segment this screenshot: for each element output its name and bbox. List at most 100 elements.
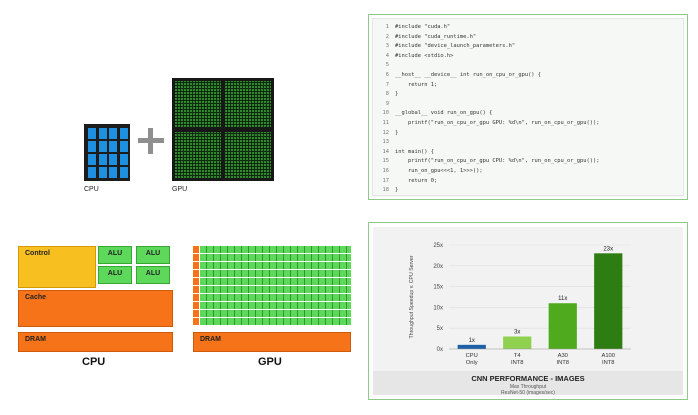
code-text: #include "cuda.h"	[395, 24, 451, 30]
cpu-core	[98, 128, 107, 139]
code-text: }	[395, 187, 399, 194]
alu-label: ALU	[107, 270, 123, 277]
x-tick-label: CPU	[466, 353, 478, 359]
plus-icon	[138, 128, 164, 154]
cpu-core	[119, 167, 128, 178]
code-line: 13	[373, 137, 395, 147]
cache-block: Cache	[18, 290, 173, 327]
dram-label: DRAM	[200, 336, 221, 343]
gpu-control-cache-cell	[193, 286, 199, 293]
y-tick-label: 15x	[433, 285, 443, 291]
y-tick-label: 25x	[433, 243, 443, 249]
code-text: return 0;	[395, 177, 438, 184]
code-line: 11 printf("run_on_cpu_or_gpu GPU: %d\n",…	[373, 118, 600, 128]
y-tick-label: 20x	[433, 264, 443, 270]
gpu-alu-cells	[200, 254, 351, 261]
cpu-architecture-label: CPU	[82, 356, 106, 368]
gpu-sm-row	[193, 318, 351, 325]
control-block: Control	[18, 246, 96, 288]
alu-block: ALU	[98, 266, 132, 284]
gpu-control-cache-cell	[193, 262, 199, 269]
code-text: printf("run_on_cpu_or_gpu GPU: %d\n", ru…	[395, 120, 600, 126]
cache-label: Cache	[25, 294, 47, 301]
code-text: printf("run_on_cpu_or_gpu CPU: %d\n", ru…	[395, 158, 600, 165]
gpu-quadrant	[225, 132, 271, 178]
code-text: }	[395, 91, 399, 98]
bar-value-label: 1x	[469, 338, 475, 344]
cpu-chip-label: CPU	[84, 186, 99, 193]
line-number: 1	[385, 24, 389, 30]
x-tick-label: INT8	[602, 360, 615, 366]
chart-subtitle: ResNet-50 (images/sec)	[501, 390, 555, 396]
gpu-sm-row	[193, 294, 351, 301]
cpu-core	[109, 128, 117, 139]
gpu-alu-cells	[200, 262, 351, 269]
gpu-control-cache-cell	[193, 270, 199, 277]
line-number: 14	[382, 148, 390, 155]
gpu-sm-row	[193, 302, 351, 309]
cpu-core	[119, 154, 128, 165]
gpu-sm-row	[193, 310, 351, 317]
code-text: __host__ __device__ int run_on_cpu_or_gp…	[395, 72, 542, 78]
chart-title: CNN PERFORMANCE - IMAGES	[471, 374, 584, 383]
line-number: 11	[382, 120, 390, 126]
y-tick-label: 10x	[433, 305, 443, 311]
cpu-core	[98, 141, 107, 152]
line-number: 17	[382, 177, 390, 184]
gpu-sm-row	[193, 246, 351, 253]
bar	[503, 336, 532, 349]
bar	[594, 253, 623, 349]
line-number: 2	[385, 33, 389, 40]
gpu-alu-cells	[200, 302, 351, 309]
line-number: 16	[382, 168, 390, 174]
x-tick-label: INT8	[511, 360, 524, 366]
line-number: 7	[385, 81, 389, 88]
code-line: 15 printf("run_on_cpu_or_gpu CPU: %d\n",…	[373, 156, 600, 166]
code-block: 1 #include "cuda.h" 2 #include "cuda_runtim…	[372, 18, 684, 196]
cpu-core	[88, 128, 96, 139]
code-text: run_on_gpu<<<1, 1>>>();	[395, 168, 483, 174]
code-text: int main() {	[395, 148, 434, 155]
alu-label: ALU	[145, 270, 161, 277]
alu-label: ALU	[107, 250, 123, 257]
gpu-sm-row	[193, 286, 351, 293]
code-line: 5	[373, 60, 395, 70]
gpu-control-cache-cell	[193, 246, 199, 253]
gpu-control-cache-cell	[193, 310, 199, 317]
line-number: 12	[382, 129, 390, 136]
y-tick-label: 5x	[437, 326, 443, 332]
gpu-sm-row	[193, 278, 351, 285]
chart-panel: 0x 5x 10x 15x 20x 25x Throughput Speedup v. CP…	[368, 222, 688, 400]
line-number: 13	[382, 139, 390, 146]
x-tick-label: Only	[466, 360, 478, 366]
gpu-alu-cells	[200, 270, 351, 277]
y-tick-label: 0x	[437, 347, 443, 353]
line-number: 10	[382, 110, 390, 117]
gpu-sm-row	[193, 262, 351, 269]
cpu-core	[98, 154, 107, 165]
gpu-chip-icon	[172, 78, 274, 181]
cpu-chip-icon	[84, 124, 130, 181]
line-number: 9	[385, 100, 389, 107]
code-line: 6 __host__ __device__ int run_on_cpu_or_g…	[373, 70, 541, 80]
code-line: 14 int main() {	[373, 147, 434, 157]
bar-value-label: 3x	[514, 330, 520, 336]
code-panel: 1 #include "cuda.h" 2 #include "cuda_runtim…	[368, 14, 688, 200]
x-tick-label: A100	[601, 353, 615, 359]
gpu-control-cache-cell	[193, 318, 199, 325]
bar	[548, 303, 577, 349]
cpu-core	[119, 128, 128, 139]
gpu-alu-cells	[200, 278, 351, 285]
bar-value-label: 23x	[603, 246, 613, 252]
cpu-core	[109, 167, 117, 178]
code-text: #include <stdio.h>	[395, 52, 454, 59]
code-text: #include "device_launch_parameters.h"	[395, 43, 516, 50]
control-label: Control	[25, 250, 50, 257]
code-line: 17 return 0;	[373, 176, 438, 186]
gpu-quadrant	[225, 81, 271, 127]
alu-block: ALU	[136, 246, 170, 264]
gpu-control-cache-cell	[193, 302, 199, 309]
alu-block: ALU	[136, 266, 170, 284]
gpu-control-cache-cell	[193, 278, 199, 285]
cnn-performance-chart: 0x 5x 10x 15x 20x 25x Throughput Speedup v. CP…	[373, 227, 683, 396]
